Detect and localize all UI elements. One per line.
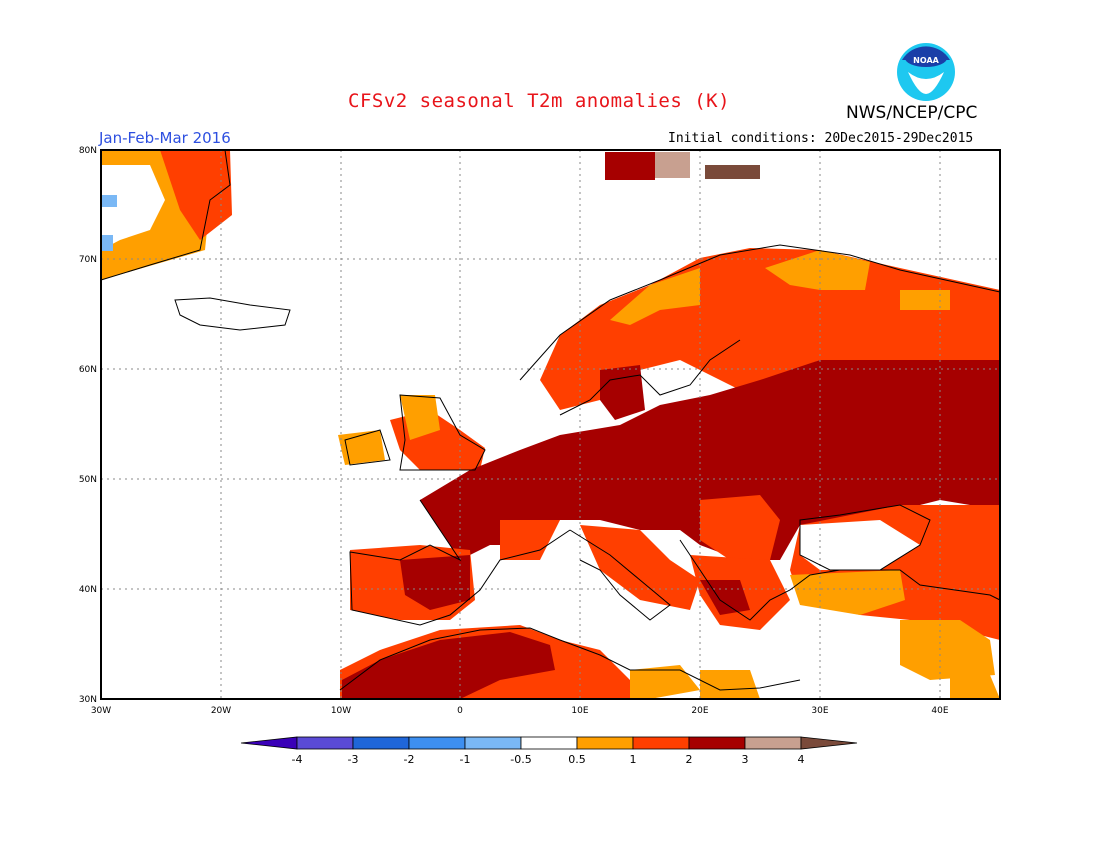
colorbar-boxes [240,736,858,750]
colorbar-box [744,736,802,750]
lat-tick-80n: 80N [79,146,97,156]
colorbar-label: 0.5 [568,753,586,766]
colorbar-arrow-high [800,736,858,750]
colorbar-label: 3 [742,753,749,766]
lon-tick-30w: 30W [91,706,111,716]
colorbar-box [632,736,690,750]
colorbar-label: -0.5 [510,753,531,766]
lon-tick-0: 0 [457,706,463,716]
anomaly-map: 30W 20W 10W 0 10E 20E 30E 40E 30N 40N 50… [79,146,1001,716]
colorbar-label: 4 [798,753,805,766]
lon-tick-10e: 10E [571,706,588,716]
colorbar-box [408,736,466,750]
colorbar-label: -4 [292,753,303,766]
colorbar: -4 -3 -2 -1 -0.5 0.5 1 2 3 4 [240,736,858,766]
colorbar-box [352,736,410,750]
initial-conditions-label: Initial conditions: 20Dec2015-29Dec2015 [668,131,974,146]
lat-tick-30n: 30N [79,695,97,705]
lon-tick-40e: 40E [931,706,948,716]
colorbar-box [576,736,634,750]
noaa-logo-text: NOAA [913,56,939,65]
coastlines [100,149,1001,691]
lon-tick-10w: 10W [331,706,351,716]
colorbar-label: -1 [460,753,471,766]
colorbar-box [520,736,578,750]
lat-tick-70n: 70N [79,255,97,265]
lat-tick-40n: 40N [79,585,97,595]
season-label: Jan-Feb-Mar 2016 [99,129,231,147]
colorbar-arrow-low [240,736,298,750]
anomaly-field [101,150,1000,699]
lon-tick-20e: 20E [691,706,708,716]
map-frame [100,149,1001,700]
colorbar-label: 1 [630,753,637,766]
graticule [101,150,1000,699]
lon-tick-20w: 20W [211,706,231,716]
colorbar-box [688,736,746,750]
colorbar-box [464,736,522,750]
colorbar-box [296,736,354,750]
colorbar-label: -3 [348,753,359,766]
map-title: CFSv2 seasonal T2m anomalies (K) [348,90,731,112]
agency-label: NWS/NCEP/CPC [846,103,978,123]
colorbar-label: 2 [686,753,693,766]
lat-tick-50n: 50N [79,475,97,485]
lon-tick-30e: 30E [811,706,828,716]
noaa-logo: NOAA [897,43,955,101]
lat-tick-60n: 60N [79,365,97,375]
colorbar-label: -2 [404,753,415,766]
